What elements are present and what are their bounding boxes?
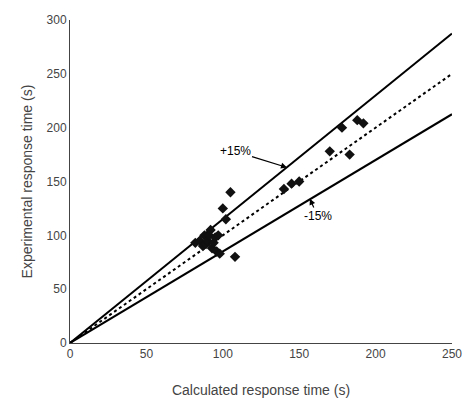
svg-text:250: 250 — [47, 67, 67, 81]
svg-text:+15%: +15% — [220, 144, 251, 158]
svg-text:100: 100 — [213, 347, 233, 361]
svg-text:0: 0 — [60, 336, 67, 350]
svg-text:Calculated response time (s): Calculated response time (s) — [172, 382, 350, 398]
svg-text:-15%: -15% — [304, 209, 332, 223]
svg-text:Experimental response time (s): Experimental response time (s) — [19, 85, 35, 279]
svg-text:50: 50 — [53, 282, 67, 296]
svg-text:200: 200 — [366, 347, 386, 361]
svg-text:150: 150 — [47, 175, 67, 189]
svg-text:200: 200 — [47, 121, 67, 135]
svg-text:100: 100 — [47, 229, 67, 243]
svg-text:250: 250 — [442, 347, 462, 361]
svg-text:300: 300 — [47, 13, 67, 27]
svg-text:0: 0 — [67, 347, 74, 361]
svg-text:50: 50 — [140, 347, 154, 361]
svg-text:150: 150 — [289, 347, 309, 361]
